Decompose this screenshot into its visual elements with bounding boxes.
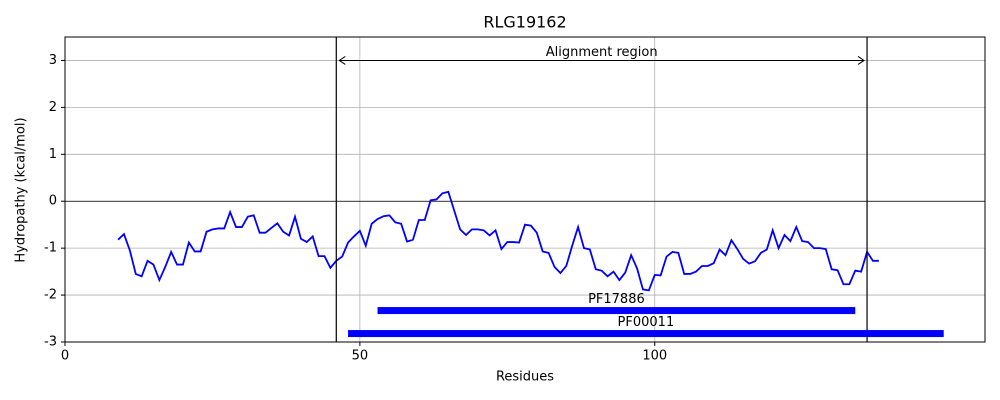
y-tick-label: 1 xyxy=(49,147,57,162)
domain-bar xyxy=(348,330,944,338)
domain-label: PF00011 xyxy=(618,315,675,330)
region-label: Alignment region xyxy=(546,45,658,60)
arrow-head xyxy=(338,56,346,65)
y-tick-label: 3 xyxy=(49,53,57,68)
chart-title: RLG19162 xyxy=(483,13,566,32)
domain-label: PF17886 xyxy=(588,292,645,307)
hydropathy-line xyxy=(117,190,879,292)
x-tick-label: 0 xyxy=(61,349,69,364)
y-tick-label: -2 xyxy=(44,288,57,303)
x-axis-label: Residues xyxy=(496,370,554,385)
x-tick-label: 50 xyxy=(352,349,369,364)
y-tick-label: -1 xyxy=(44,241,57,256)
y-tick-label: 0 xyxy=(49,194,57,209)
plot-frame xyxy=(64,36,986,343)
arrow-head xyxy=(857,56,865,65)
y-tick-label: 2 xyxy=(49,100,57,115)
x-tick-label: 100 xyxy=(642,349,667,364)
domain-bar xyxy=(377,307,856,315)
y-tick-label: -3 xyxy=(44,335,57,350)
y-axis-label: Hydropathy (kcal/mol) xyxy=(14,117,29,262)
